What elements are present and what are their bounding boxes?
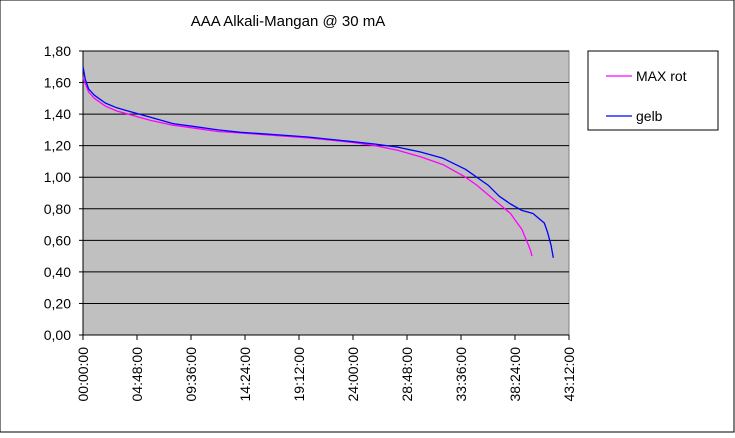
chart-title: AAA Alkali-Mangan @ 30 mA [191, 13, 386, 30]
y-tick-label: 1,80 [44, 43, 71, 59]
x-tick-label: 04:48:00 [129, 347, 145, 402]
x-tick-label: 14:24:00 [237, 347, 253, 402]
y-tick-label: 1,20 [44, 138, 71, 154]
x-tick-label: 19:12:00 [291, 347, 307, 402]
legend-label-max-rot: MAX rot [636, 68, 687, 84]
y-tick-label: 0,20 [44, 295, 71, 311]
x-tick-label: 38:24:00 [507, 347, 523, 402]
x-tick-label: 09:36:00 [183, 347, 199, 402]
x-tick-label: 33:36:00 [453, 347, 469, 402]
y-tick-label: 0,60 [44, 232, 71, 248]
series-lines [82, 66, 554, 258]
gridlines [83, 50, 569, 304]
x-tick-label: 28:48:00 [399, 347, 415, 402]
y-tick-label: 1,00 [44, 169, 71, 185]
legend-box [587, 50, 719, 131]
axes: 0,00 0,20 0,40 0,60 0,80 1,00 1,20 1,40 1,60 1,80… [44, 43, 577, 402]
x-tick-label: 24:00:00 [345, 347, 361, 402]
legend-label-gelb: gelb [636, 108, 663, 124]
series-line-gelb [82, 66, 554, 258]
y-tick-label: 1,40 [44, 106, 71, 122]
plot-area [82, 50, 570, 336]
y-tick-label: 0,40 [44, 264, 71, 280]
y-tick-label: 0,00 [44, 327, 71, 343]
x-tick-label: 00:00:00 [75, 347, 91, 402]
y-tick-label: 1,60 [44, 75, 71, 91]
y-tick-label: 0,80 [44, 201, 71, 217]
series-line-max-rot [82, 77, 533, 257]
x-tick-label: 43:12:00 [561, 347, 577, 402]
legend: MAX rot gelb [587, 50, 719, 131]
